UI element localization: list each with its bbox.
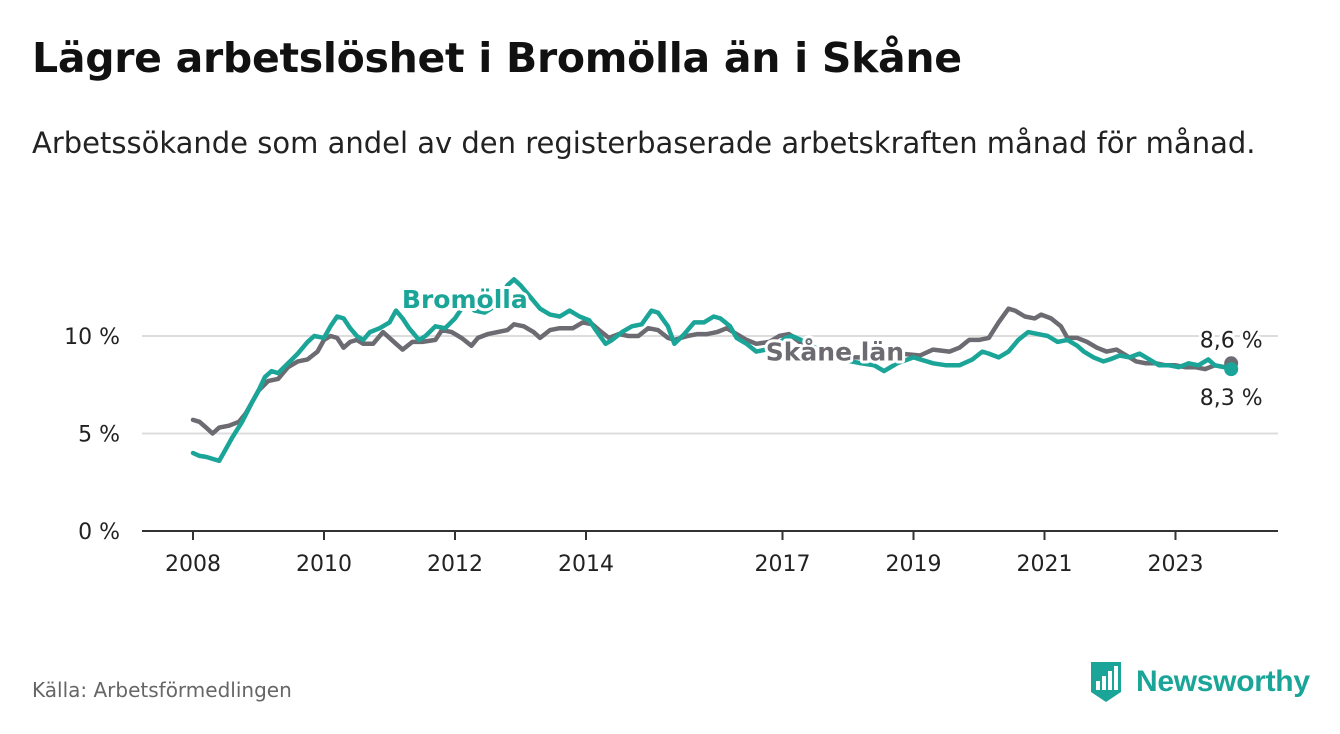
source-note: Källa: Arbetsförmedlingen xyxy=(32,678,292,702)
brand-name: Newsworthy xyxy=(1136,665,1310,698)
newsworthy-logo-icon xyxy=(1091,662,1121,702)
chart-subtitle: Arbetssökande som andel av den registerb… xyxy=(32,126,1256,160)
chart-title: Lägre arbetslöshet i Bromölla än i Skåne xyxy=(32,34,962,82)
newsworthy-logo[interactable]: Newsworthy xyxy=(1088,660,1310,704)
x-tick-label: 2017 xyxy=(755,552,811,577)
x-tick-label: 2010 xyxy=(296,552,352,577)
y-axis-labels: 0 % 5 % 10 % xyxy=(64,325,120,545)
x-tick-label: 2014 xyxy=(558,552,614,577)
end-value-label-bromolla: 8,3 % xyxy=(1200,386,1263,411)
series-labels: Skåne län Bromölla 8,6 % 8,3 % xyxy=(399,282,1266,414)
series-line-bromolla xyxy=(190,277,1234,464)
y-tick-label: 0 % xyxy=(78,520,120,545)
y-tick-label: 10 % xyxy=(64,325,120,350)
series-line-skane xyxy=(190,306,1234,436)
x-tick-label: 2021 xyxy=(1017,552,1073,577)
x-tick-label: 2008 xyxy=(165,552,221,577)
x-tick-label: 2012 xyxy=(427,552,483,577)
series-label-bromolla: Bromölla xyxy=(402,285,528,314)
x-axis: 2008 2010 2012 2014 2017 2019 2021 2023 xyxy=(142,530,1278,577)
series-lines xyxy=(190,277,1239,464)
y-tick-label: 5 % xyxy=(78,423,120,448)
x-tick-label: 2019 xyxy=(886,552,942,577)
end-value-label-skane: 8,6 % xyxy=(1200,328,1263,353)
x-tick-label: 2023 xyxy=(1148,552,1204,577)
series-label-skane: Skåne län xyxy=(766,338,904,367)
end-marker-bromolla xyxy=(1224,362,1239,377)
